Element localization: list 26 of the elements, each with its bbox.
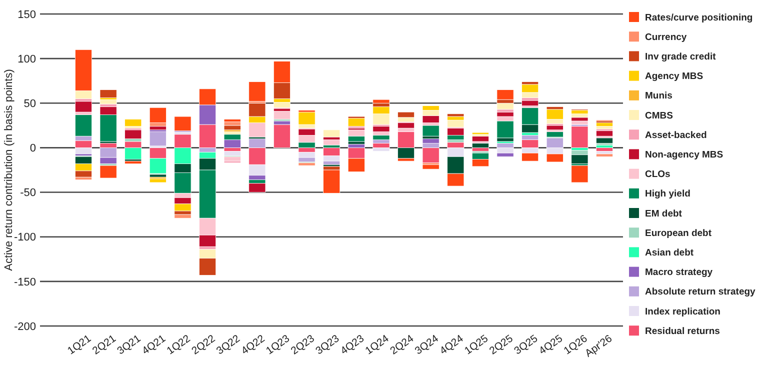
y-tick-label: 150 — [18, 8, 36, 21]
legend-label: European debt — [645, 228, 712, 239]
y-tick-label: 100 — [18, 53, 36, 66]
legend-label: CMBS — [645, 110, 673, 122]
y-tick-label: 50 — [24, 98, 36, 110]
legend-label: Currency — [645, 32, 688, 43]
y-axis-title: Active return contribution (in basis points) — [3, 69, 15, 271]
legend-label: Asian debt — [645, 248, 694, 259]
y-tick-label: -150 — [14, 276, 36, 288]
legend-label: Absolute return strategy — [645, 286, 756, 298]
legend-label: Index replication — [645, 306, 721, 318]
legend-label: Agency MBS — [645, 71, 704, 82]
y-tick-label: 0 — [30, 142, 36, 155]
legend-label: Rates/curve positioning — [645, 12, 753, 24]
y-tick-label: -100 — [14, 232, 36, 244]
legend-label: Non-agency MBS — [645, 150, 724, 161]
legend-label: Inv grade credit — [645, 52, 717, 63]
legend-label: EM debt — [645, 208, 683, 220]
legend-label: CLOs — [645, 169, 670, 180]
y-tick-label: -50 — [20, 187, 36, 200]
legend-label: Residual returns — [645, 326, 720, 337]
y-tick-label: -200 — [14, 320, 36, 333]
legend-label: High yield — [645, 188, 691, 200]
legend-label: Macro strategy — [645, 267, 714, 278]
legend-label: Asset-backed — [645, 130, 707, 141]
legend-label: Munis — [645, 90, 672, 102]
